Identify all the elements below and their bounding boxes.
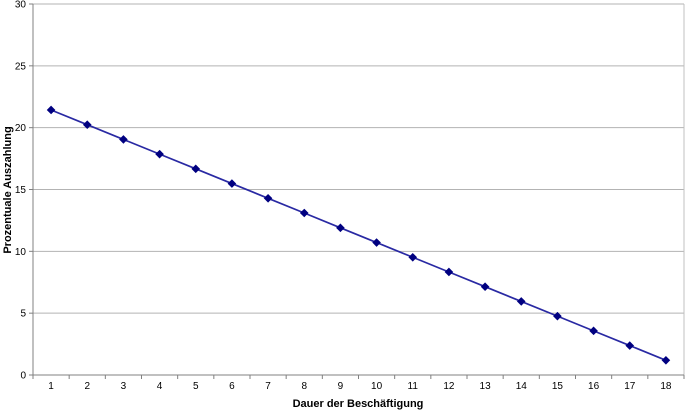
y-tick-label: 20 — [15, 123, 27, 134]
x-tick-label: 9 — [338, 381, 344, 392]
data-point-marker — [625, 341, 635, 350]
x-tick-label: 17 — [624, 381, 636, 392]
y-tick-label: 0 — [20, 371, 26, 382]
data-point-marker — [661, 355, 671, 365]
data-point-marker — [372, 238, 381, 247]
x-tick-label: 14 — [516, 381, 528, 392]
x-tick-label: 5 — [193, 381, 199, 392]
gridlines — [33, 3, 684, 314]
data-point-marker — [553, 311, 562, 321]
y-tick-label: 15 — [15, 185, 27, 196]
data-point-marker — [589, 326, 598, 336]
x-tick-label: 18 — [660, 381, 672, 392]
data-point-marker — [46, 105, 56, 115]
x-tick-label: 4 — [157, 381, 163, 392]
data-point-marker — [516, 297, 526, 306]
y-tick-label: 10 — [15, 247, 27, 258]
y-tick-label: 25 — [15, 61, 27, 72]
data-point-marker — [336, 223, 345, 233]
data-point-marker — [408, 252, 418, 262]
y-axis-title: Prozentuale Auszahlung — [2, 126, 14, 253]
data-point-marker — [480, 282, 490, 292]
data-point-marker — [444, 267, 454, 277]
data-point-marker — [227, 179, 237, 188]
y-tick-label: 30 — [15, 0, 27, 11]
data-point-marker — [191, 164, 201, 174]
x-tick-label: 15 — [552, 381, 564, 392]
tick-marks — [29, 3, 685, 379]
series-line — [50, 109, 667, 362]
data-series — [46, 105, 671, 365]
x-tick-label: 12 — [443, 381, 455, 392]
x-tick-label: 10 — [371, 381, 383, 392]
x-tick-label: 13 — [480, 381, 492, 392]
data-point-marker — [82, 120, 92, 130]
x-axis-title: Dauer der Beschäftigung — [293, 398, 424, 410]
data-point-marker — [299, 208, 309, 218]
x-tick-label: 2 — [84, 381, 90, 392]
x-tick-label: 3 — [121, 381, 127, 392]
y-tick-label: 5 — [20, 309, 26, 320]
x-tick-label: 7 — [265, 381, 271, 392]
data-point-marker — [155, 149, 164, 159]
x-tick-label: 11 — [408, 381, 419, 392]
x-tick-label: 1 — [48, 381, 54, 392]
data-point-marker — [119, 135, 128, 144]
x-tick-label: 8 — [301, 381, 307, 392]
x-tick-label: 16 — [588, 381, 600, 392]
x-tick-label: 6 — [229, 381, 235, 392]
data-point-marker — [263, 193, 273, 203]
